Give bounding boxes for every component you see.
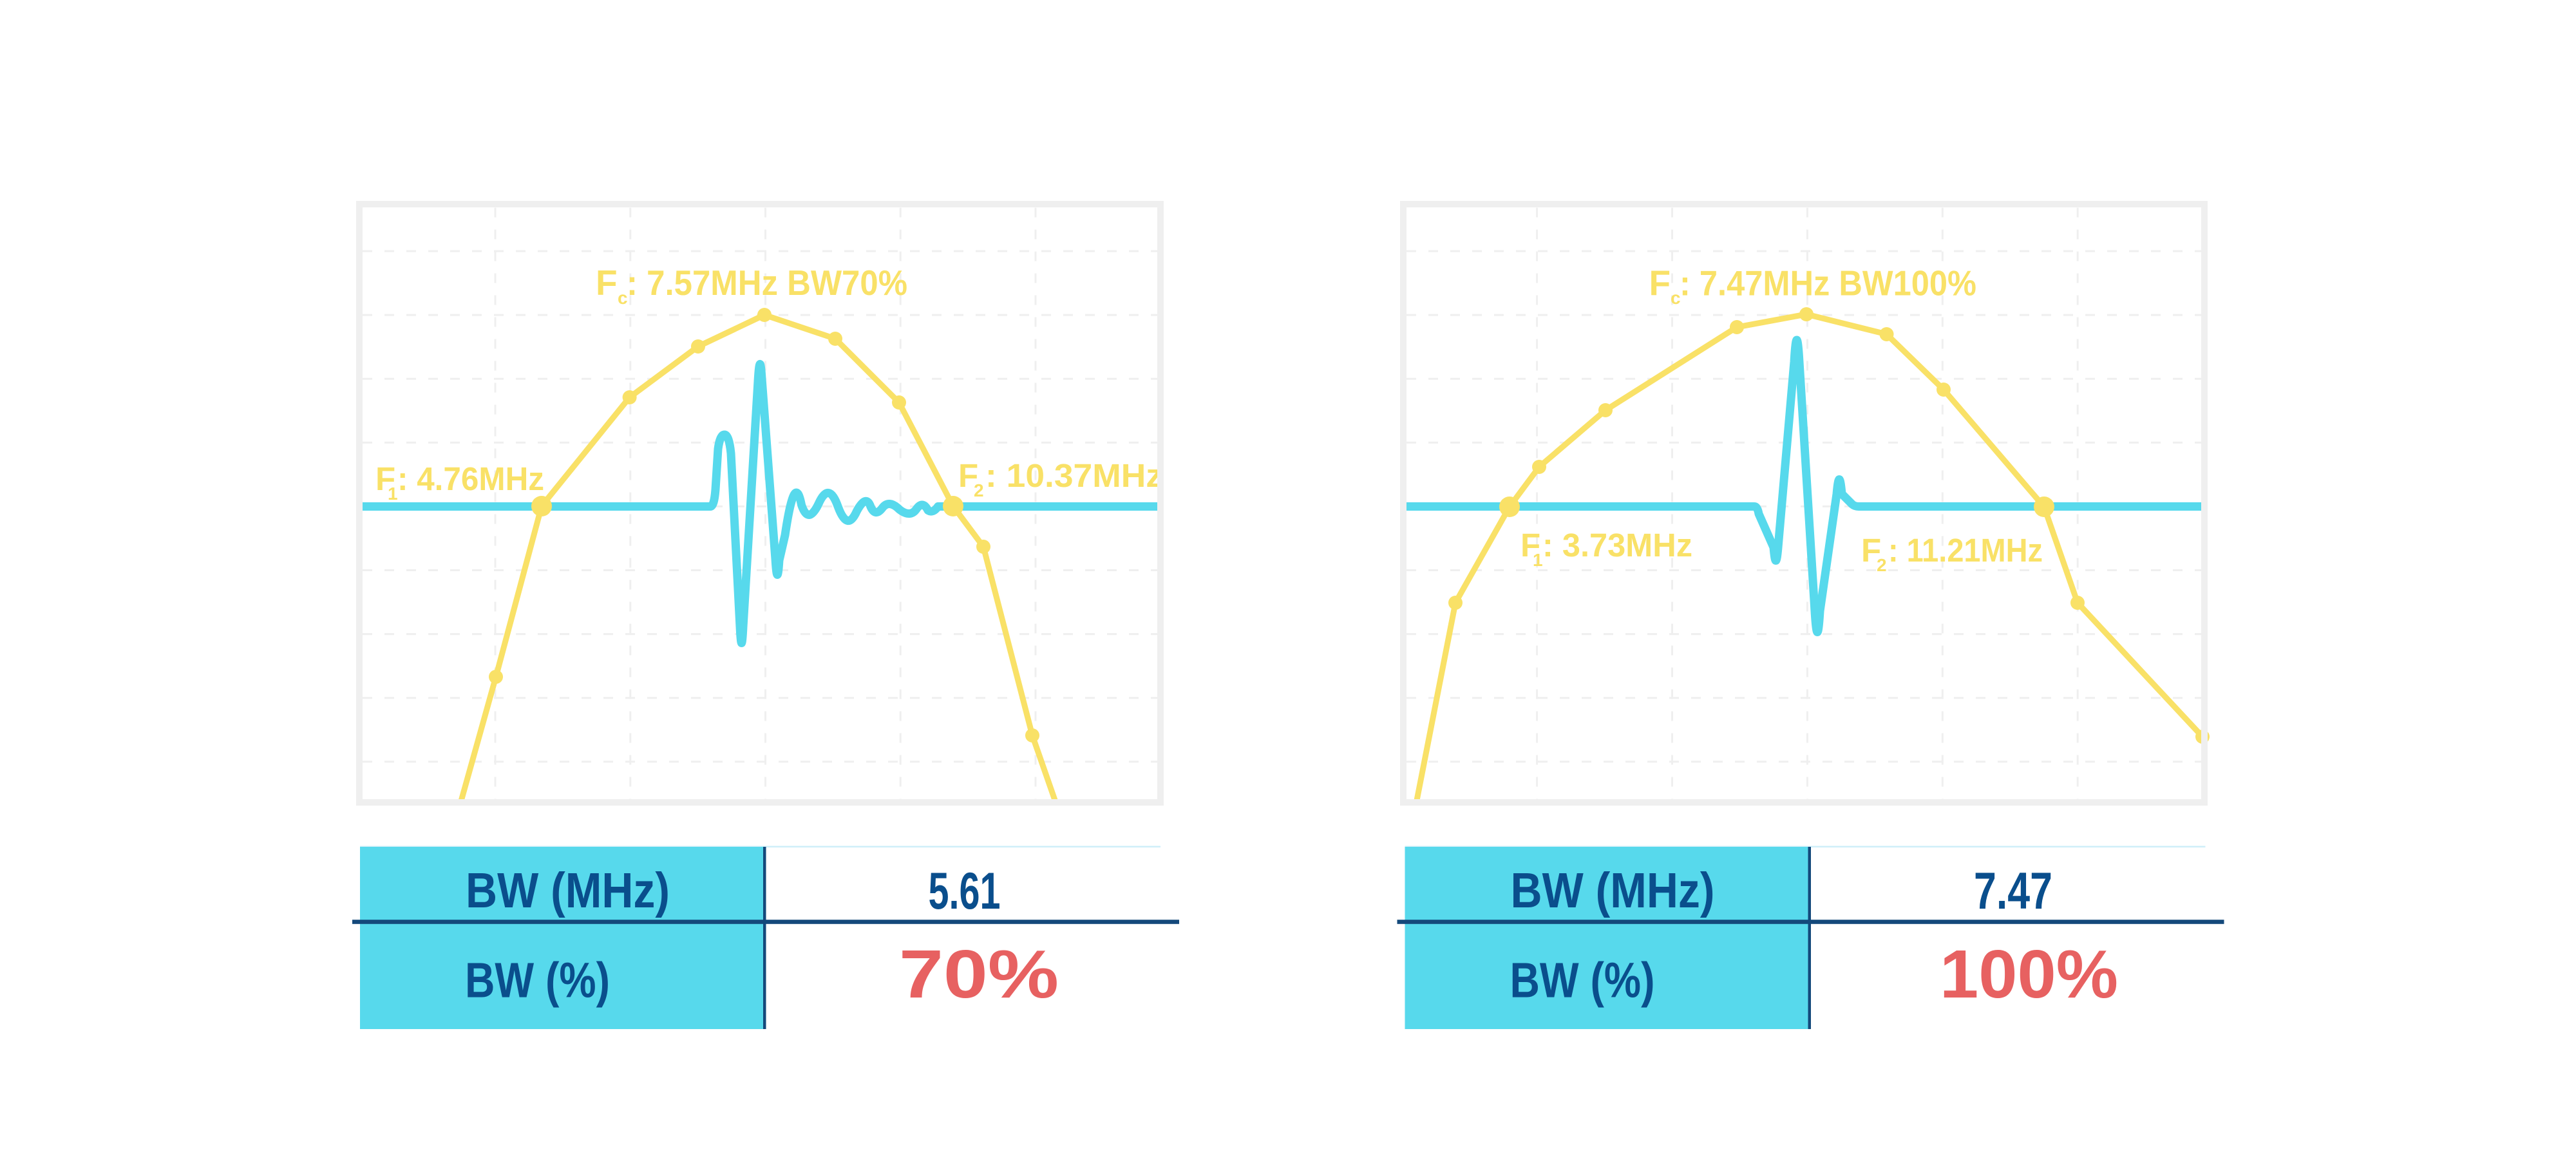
svg-text:: 10.37MHz: : 10.37MHz <box>985 457 1163 494</box>
svg-text:7.47: 7.47 <box>1974 862 2052 920</box>
svg-text:: 7.47MHz BW100%: : 7.47MHz BW100% <box>1680 263 1976 303</box>
svg-text:: 7.57MHz BW70%: : 7.57MHz BW70% <box>627 263 907 303</box>
svg-text:2: 2 <box>1877 555 1887 575</box>
svg-text:2: 2 <box>974 480 984 500</box>
svg-text:c: c <box>1671 288 1681 308</box>
svg-text:: 11.21MHz: : 11.21MHz <box>1888 532 2043 569</box>
svg-text:: 4.76MHz: : 4.76MHz <box>397 460 544 497</box>
svg-text:c: c <box>618 288 628 308</box>
svg-text:F: F <box>375 460 395 497</box>
svg-text:F: F <box>1649 263 1671 303</box>
svg-text:1: 1 <box>388 484 398 504</box>
svg-text:1: 1 <box>1533 550 1543 570</box>
svg-text:100%: 100% <box>1940 936 2118 1012</box>
svg-text:: 3.73MHz: : 3.73MHz <box>1542 527 1692 563</box>
svg-text:70%: 70% <box>899 936 1059 1012</box>
svg-text:F: F <box>596 263 618 303</box>
svg-text:5.61: 5.61 <box>929 862 1001 920</box>
svg-text:F: F <box>958 457 978 494</box>
svg-text:BW (%): BW (%) <box>465 953 610 1008</box>
svg-text:BW (%): BW (%) <box>1510 953 1655 1008</box>
svg-text:BW (MHz): BW (MHz) <box>1511 863 1715 918</box>
svg-text:BW (MHz): BW (MHz) <box>466 863 670 918</box>
svg-text:F: F <box>1520 527 1540 563</box>
svg-text:F: F <box>1861 532 1881 569</box>
